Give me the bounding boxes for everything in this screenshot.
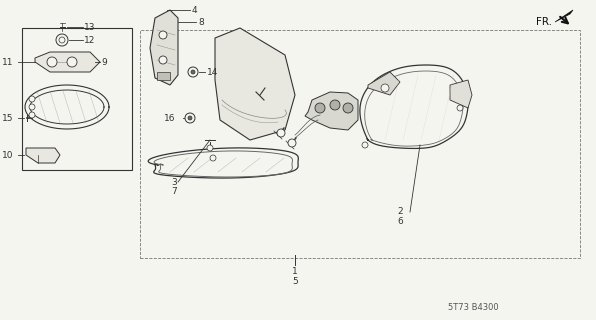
Circle shape xyxy=(288,139,296,147)
Text: 10: 10 xyxy=(2,150,14,159)
Polygon shape xyxy=(215,28,295,140)
Circle shape xyxy=(29,104,35,110)
Circle shape xyxy=(188,116,192,120)
Circle shape xyxy=(56,34,68,46)
Circle shape xyxy=(381,84,389,92)
Circle shape xyxy=(29,112,35,118)
Bar xyxy=(140,30,580,258)
Polygon shape xyxy=(368,72,400,95)
Text: 12: 12 xyxy=(84,36,95,44)
Bar xyxy=(22,28,132,170)
Circle shape xyxy=(315,103,325,113)
Text: 14: 14 xyxy=(207,68,218,76)
Text: 6: 6 xyxy=(397,218,403,227)
Text: 3: 3 xyxy=(171,178,177,187)
Text: 2: 2 xyxy=(397,207,403,217)
Text: 13: 13 xyxy=(84,22,95,31)
Text: 5: 5 xyxy=(292,277,298,286)
Polygon shape xyxy=(305,92,358,130)
Circle shape xyxy=(191,70,195,74)
Text: 9: 9 xyxy=(101,58,107,67)
Circle shape xyxy=(210,155,216,161)
Circle shape xyxy=(185,113,195,123)
Circle shape xyxy=(159,56,167,64)
Text: 5T73 B4300: 5T73 B4300 xyxy=(448,303,499,313)
Circle shape xyxy=(362,142,368,148)
Text: 15: 15 xyxy=(2,114,14,123)
Polygon shape xyxy=(26,148,60,163)
Circle shape xyxy=(207,145,213,151)
Text: 16: 16 xyxy=(163,114,175,123)
Circle shape xyxy=(330,100,340,110)
Circle shape xyxy=(59,37,65,43)
Text: 4: 4 xyxy=(192,5,198,14)
Text: 7: 7 xyxy=(171,188,177,196)
Circle shape xyxy=(457,105,463,111)
Circle shape xyxy=(159,31,167,39)
Text: FR.: FR. xyxy=(536,17,552,27)
Polygon shape xyxy=(555,10,573,22)
Circle shape xyxy=(277,129,285,137)
Circle shape xyxy=(47,57,57,67)
Polygon shape xyxy=(450,80,472,108)
Text: 1: 1 xyxy=(292,268,298,276)
Circle shape xyxy=(188,67,198,77)
Polygon shape xyxy=(157,72,170,80)
Circle shape xyxy=(29,96,35,102)
Text: 8: 8 xyxy=(198,18,204,27)
Polygon shape xyxy=(35,52,100,72)
Circle shape xyxy=(343,103,353,113)
Text: 11: 11 xyxy=(2,58,14,67)
Polygon shape xyxy=(150,10,178,85)
Circle shape xyxy=(67,57,77,67)
